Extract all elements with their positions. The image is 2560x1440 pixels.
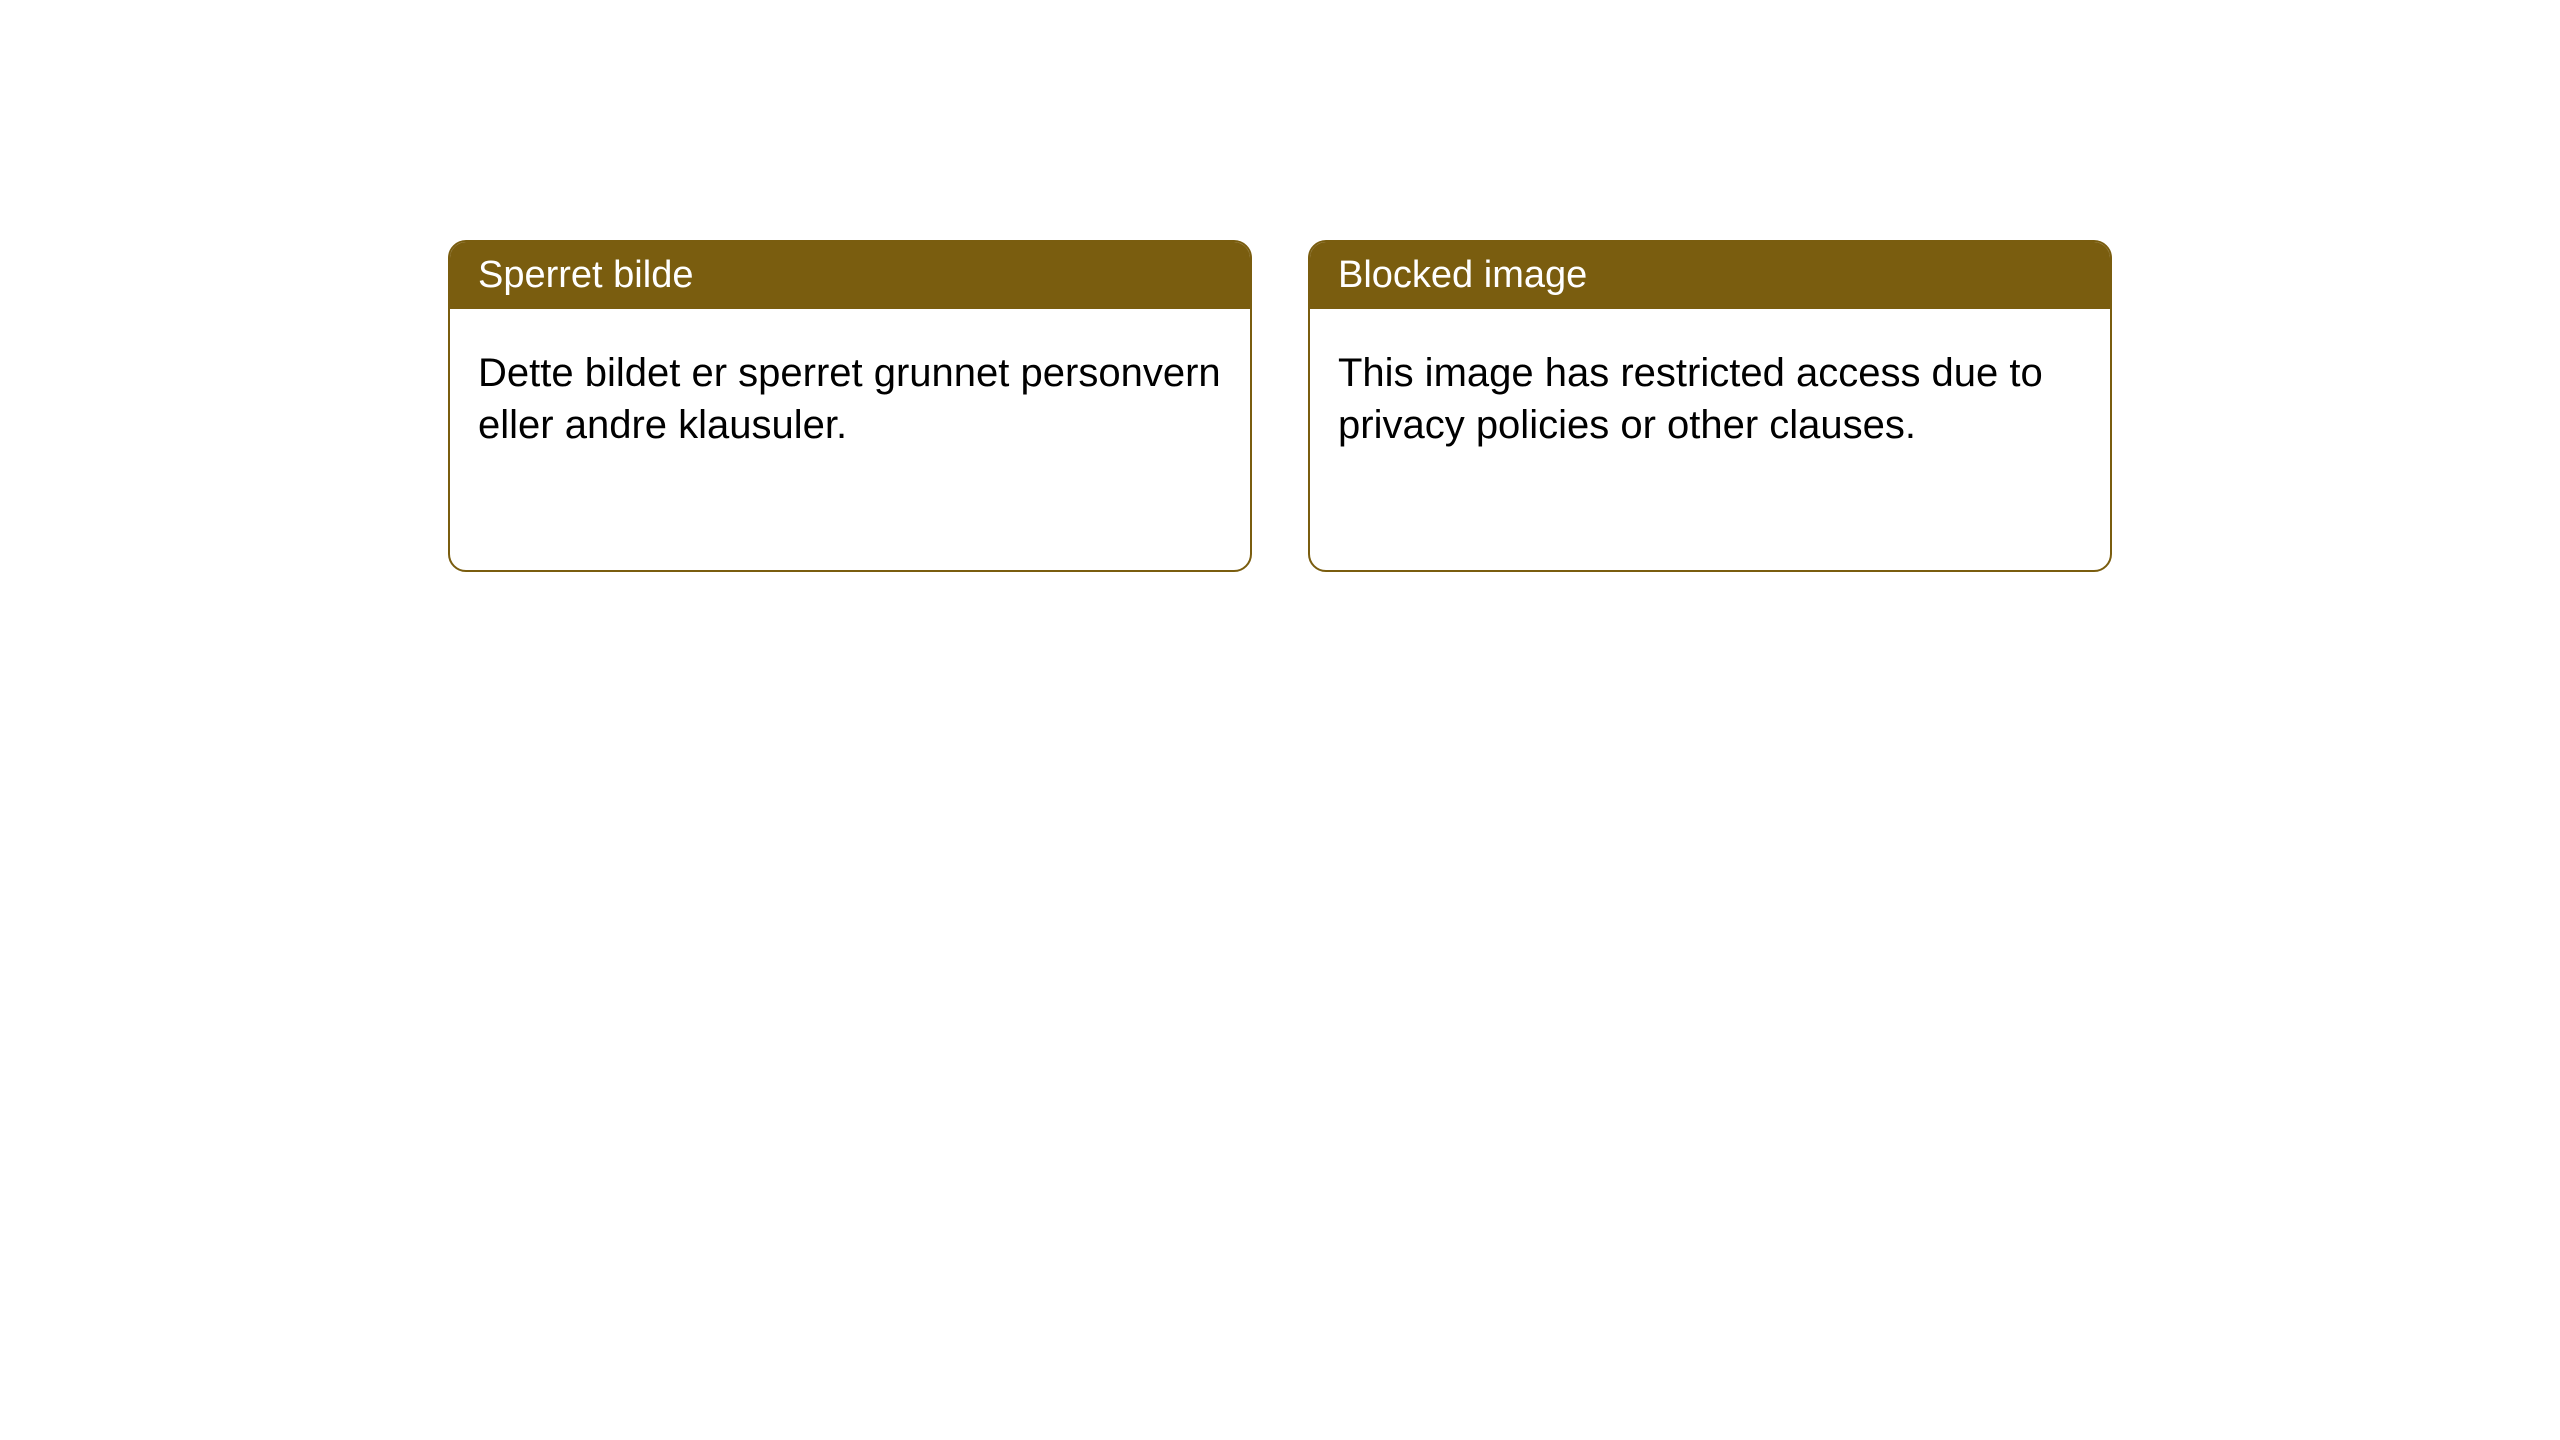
notice-body: Dette bildet er sperret grunnet personve… (450, 309, 1250, 489)
notice-card-english: Blocked image This image has restricted … (1308, 240, 2112, 572)
notice-header: Sperret bilde (450, 242, 1250, 309)
notice-container: Sperret bilde Dette bildet er sperret gr… (448, 240, 2112, 572)
notice-body: This image has restricted access due to … (1310, 309, 2110, 489)
notice-card-norwegian: Sperret bilde Dette bildet er sperret gr… (448, 240, 1252, 572)
notice-header: Blocked image (1310, 242, 2110, 309)
